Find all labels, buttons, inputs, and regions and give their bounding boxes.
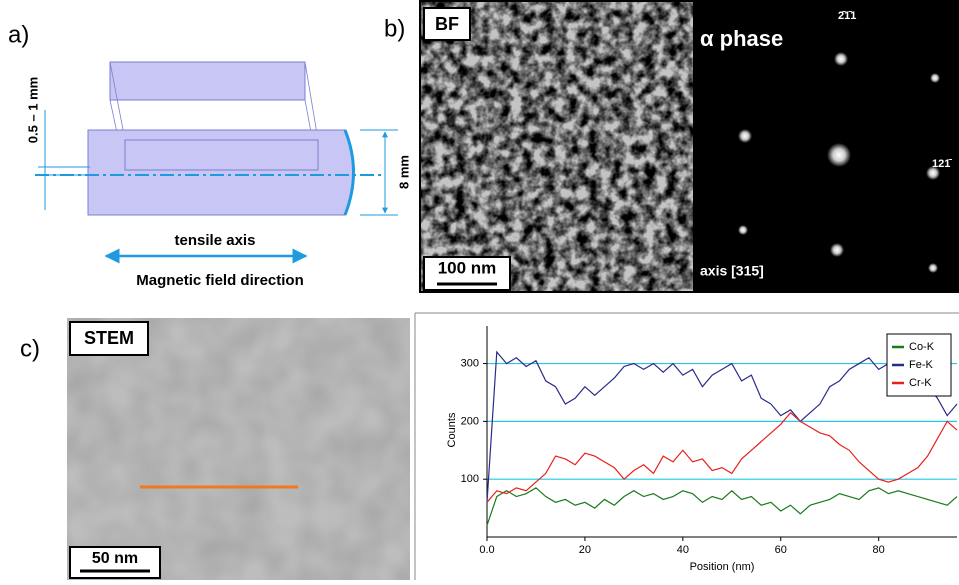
- mode-label: BF: [435, 14, 459, 34]
- panel-b: b) BF 100 nm α phase 2̄1̄1 121̄ axis [31…: [384, 1, 959, 292]
- panel-label: c): [20, 335, 40, 362]
- legend-label: Co-K: [909, 341, 935, 353]
- panel-label: a): [8, 21, 29, 48]
- x-tick-label: 80: [873, 544, 885, 556]
- x-tick-label: 40: [677, 544, 689, 556]
- mode-label: STEM: [84, 328, 134, 348]
- spot-label: 2̄1̄1: [838, 10, 856, 22]
- x-tick-label: 20: [579, 544, 591, 556]
- legend-label: Cr-K: [909, 377, 932, 389]
- y-tick-label: 100: [461, 473, 479, 485]
- series-line: [487, 413, 957, 503]
- x-axis-label: Position (nm): [690, 561, 755, 573]
- y-tick-label: 200: [461, 415, 479, 427]
- stem-texture: [67, 318, 410, 580]
- panel-c: c) STEM 50 nm 100 200 300 0.0 20 40 60 80 Positi…: [20, 313, 959, 580]
- scale-label: 100 nm: [438, 258, 497, 277]
- cylinder: [88, 130, 354, 215]
- line-chart: 100 200 300 0.0 20 40 60 80 Position (nm) Counts C…: [446, 326, 957, 573]
- scale-label: 50 nm: [92, 550, 138, 567]
- diameter-label: 8 mm: [396, 155, 411, 189]
- y-tick-label: 300: [461, 357, 479, 369]
- figure: a) 0.5 – 1 mm 8 mm tensile axis Magnetic…: [0, 0, 959, 580]
- x-tick-label: 60: [775, 544, 787, 556]
- slice: [110, 62, 305, 100]
- field-label: Magnetic field direction: [136, 272, 304, 289]
- bf-texture: [420, 1, 693, 292]
- x-tick-label: 0.0: [479, 544, 494, 556]
- panel-a: a) 0.5 – 1 mm 8 mm tensile axis Magnetic…: [8, 21, 411, 289]
- legend-label: Fe-K: [909, 359, 934, 371]
- phase-label: α phase: [700, 26, 783, 51]
- panel-label: b): [384, 15, 405, 42]
- series-line: [487, 488, 957, 526]
- thickness-label: 0.5 – 1 mm: [25, 77, 40, 144]
- y-axis-label: Counts: [446, 412, 458, 447]
- zone-label: axis [315]: [700, 263, 764, 279]
- axis-label: tensile axis: [175, 232, 256, 249]
